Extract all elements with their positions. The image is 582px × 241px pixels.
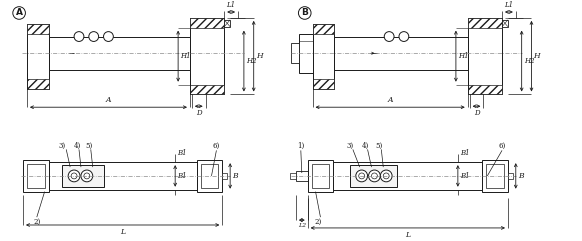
Text: 2): 2) (315, 218, 322, 226)
Bar (313, 79, 334, 88)
Text: 2): 2) (33, 218, 40, 226)
Text: D: D (474, 109, 480, 117)
Bar (27, 24, 48, 88)
Bar (508, 173, 513, 179)
Bar (296, 171, 308, 181)
Circle shape (104, 32, 113, 41)
Text: 3): 3) (346, 141, 353, 149)
Text: H2: H2 (246, 57, 257, 65)
Circle shape (371, 173, 377, 179)
Text: L1: L1 (505, 1, 513, 9)
Bar (27, 79, 48, 88)
Bar (23, 160, 48, 192)
Text: B: B (518, 172, 523, 180)
Circle shape (368, 170, 380, 182)
Circle shape (74, 32, 84, 41)
Text: 1): 1) (297, 141, 304, 149)
Bar (313, 24, 334, 88)
Bar (27, 24, 48, 33)
Text: A: A (106, 96, 111, 104)
Bar (468, 85, 502, 94)
Circle shape (89, 32, 98, 41)
Bar (334, 37, 468, 70)
Bar (222, 173, 227, 179)
Text: B: B (232, 172, 237, 180)
Circle shape (359, 173, 364, 179)
Text: 5): 5) (376, 141, 383, 149)
Text: H: H (534, 52, 540, 60)
Circle shape (399, 32, 409, 41)
Bar (468, 18, 502, 94)
Text: 3): 3) (59, 141, 66, 149)
Bar (290, 173, 296, 179)
Text: H: H (255, 52, 262, 60)
Text: 5): 5) (85, 141, 93, 149)
Text: H1: H1 (180, 52, 191, 60)
Bar (333, 162, 482, 190)
Text: 4): 4) (362, 141, 369, 149)
Bar (502, 20, 508, 27)
Bar (48, 162, 197, 190)
Circle shape (68, 170, 80, 182)
Bar (468, 18, 502, 28)
Bar (482, 160, 508, 192)
Text: L: L (120, 228, 125, 236)
Bar (224, 20, 230, 27)
Circle shape (380, 170, 392, 182)
Bar (62, 165, 104, 187)
Text: B1: B1 (460, 149, 470, 157)
Text: B1: B1 (177, 172, 187, 180)
Text: 6): 6) (498, 141, 506, 149)
Text: 4): 4) (73, 141, 81, 149)
Bar (313, 24, 334, 33)
Circle shape (71, 173, 77, 179)
Bar (190, 85, 224, 94)
Bar (48, 37, 190, 70)
Text: 6): 6) (213, 141, 220, 149)
Circle shape (356, 170, 368, 182)
Bar (311, 164, 329, 188)
Text: B1: B1 (460, 172, 470, 180)
Circle shape (84, 173, 90, 179)
Circle shape (384, 173, 389, 179)
Text: A: A (388, 96, 393, 104)
Text: H2: H2 (524, 57, 534, 65)
Text: B: B (301, 8, 308, 18)
Bar (201, 164, 218, 188)
Bar (190, 18, 224, 94)
Text: D: D (196, 109, 201, 117)
Text: L1: L1 (226, 1, 236, 9)
Text: L: L (405, 231, 410, 239)
Text: B1: B1 (177, 149, 187, 157)
Bar (299, 33, 313, 73)
Bar (27, 164, 45, 188)
Bar (291, 43, 299, 63)
Bar (350, 165, 397, 187)
Circle shape (384, 32, 394, 41)
Bar (308, 160, 333, 192)
Text: H1: H1 (458, 52, 469, 60)
Bar (197, 160, 222, 192)
Text: A: A (16, 8, 23, 18)
Bar (487, 164, 504, 188)
Bar (190, 18, 224, 28)
Circle shape (81, 170, 93, 182)
Text: L2: L2 (298, 223, 306, 228)
